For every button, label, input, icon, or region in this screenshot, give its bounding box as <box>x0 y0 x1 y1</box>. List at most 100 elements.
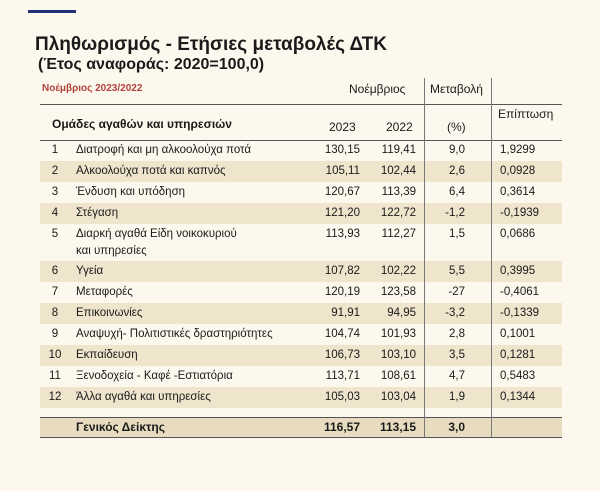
value-2022: 102,22 <box>380 265 416 277</box>
row-name: Εκπαίδευση <box>76 349 138 361</box>
change-percent: 5,5 <box>449 265 465 277</box>
value-2023: 91,91 <box>331 307 360 319</box>
row-name: Διατροφή και μη αλκοολούχα ποτά <box>76 144 252 156</box>
row-name: Διαρκή αγαθά Είδη νοικοκυριού <box>76 228 237 240</box>
row-band <box>40 345 562 366</box>
impact-value: 1,9299 <box>500 144 536 156</box>
row-band <box>40 303 562 324</box>
row-name: Ένδυση και υπόδηση <box>76 186 186 198</box>
value-2022: 103,04 <box>380 391 416 403</box>
row-band <box>40 161 562 182</box>
row-number: 8 <box>51 307 59 319</box>
header-year-2022: 2022 <box>386 120 413 134</box>
change-percent: -3,2 <box>445 307 465 319</box>
row-name: Στέγαση <box>76 207 119 219</box>
value-2023: 130,15 <box>324 144 360 156</box>
total-band <box>40 417 562 437</box>
change-percent: 6,4 <box>449 186 465 198</box>
change-percent: 2,8 <box>449 328 465 340</box>
change-percent: -1,2 <box>445 207 465 219</box>
row-name: Άλλα αγαθά και υπηρεσίες <box>76 391 211 403</box>
row-band <box>40 387 562 408</box>
impact-value: 0,5483 <box>500 370 536 382</box>
row-name: Επικοινωνίες <box>76 307 143 319</box>
value-2022: 103,10 <box>380 349 416 361</box>
value-2023: 121,20 <box>324 207 360 219</box>
page-title: Πληθωρισμός - Ετήσιες μεταβολές ΔΤΚ <box>35 34 387 55</box>
impact-value: 0,0928 <box>500 165 536 177</box>
value-2022: 112,27 <box>381 228 416 240</box>
value-2023: 120,67 <box>324 186 360 198</box>
header-bottom-line <box>40 140 562 141</box>
row-number: 12 <box>48 391 62 403</box>
accent-bar <box>28 10 76 13</box>
row-name-line2: και υπηρεσίες <box>76 245 147 257</box>
period-label: Νοέμβριος 2023/2022 <box>42 83 143 94</box>
total-change: 3,0 <box>448 420 465 434</box>
row-number: 5 <box>51 228 59 240</box>
row-number: 9 <box>51 328 59 340</box>
impact-value: 0,3995 <box>500 265 536 277</box>
row-band <box>40 203 562 224</box>
change-percent: 1,5 <box>449 228 465 240</box>
page-subtitle: (Έτος αναφοράς: 2020=100,0) <box>38 56 265 73</box>
row-name: Αναψυχή- Πολιτιστικές δραστηριότητες <box>76 328 273 340</box>
impact-value: 0,1001 <box>500 328 536 340</box>
header-impact: Επίπτωση <box>498 107 554 121</box>
row-name: Αλκοολούχα ποτά και καπνός <box>76 165 226 177</box>
change-percent: 3,5 <box>449 349 465 361</box>
value-2022: 94,95 <box>387 307 416 319</box>
header-percent: (%) <box>447 120 466 134</box>
value-2022: 108,61 <box>380 370 416 382</box>
change-percent: 4,7 <box>449 370 465 382</box>
value-2023: 104,74 <box>324 328 360 340</box>
row-name: Ξενοδοχεία - Καφέ -Εστιατόρια <box>76 370 233 382</box>
divider-impact <box>491 78 492 437</box>
header-groups: Ομάδες αγαθών και υπηρεσιών <box>52 117 232 131</box>
impact-value: 0,1344 <box>500 391 536 403</box>
total-name: Γενικός Δείκτης <box>76 420 165 434</box>
value-2022: 122,72 <box>380 207 416 219</box>
total-line-bottom <box>40 437 562 438</box>
total-2022: 113,15 <box>379 420 416 434</box>
row-band <box>40 261 562 282</box>
row-number: 11 <box>49 370 61 382</box>
value-2022: 119,41 <box>381 144 416 156</box>
value-2022: 113,39 <box>381 186 416 198</box>
value-2023: 113,93 <box>325 228 360 240</box>
row-number: 4 <box>51 207 59 219</box>
change-percent: 2,6 <box>449 165 465 177</box>
divider-change <box>424 78 425 437</box>
change-percent: 9,0 <box>449 144 465 156</box>
value-2023: 107,82 <box>324 265 360 277</box>
header-change: Μεταβολή <box>430 82 483 96</box>
value-2023: 113,71 <box>325 370 360 382</box>
impact-value: -0,1339 <box>500 307 540 319</box>
impact-value: -0,4061 <box>500 286 540 298</box>
change-percent: 1,9 <box>449 391 465 403</box>
row-number: 10 <box>48 349 62 361</box>
total-2023: 116,57 <box>323 420 360 434</box>
row-number: 1 <box>51 144 59 156</box>
total-line-top <box>40 417 562 418</box>
change-percent: -27 <box>448 286 465 298</box>
value-2023: 105,03 <box>324 391 360 403</box>
value-2023: 105,11 <box>325 165 360 177</box>
impact-value: 0,3614 <box>500 186 536 198</box>
value-2023: 120,19 <box>324 286 360 298</box>
value-2023: 106,73 <box>324 349 360 361</box>
impact-value: 0,0686 <box>500 228 536 240</box>
row-number: 6 <box>51 265 59 277</box>
value-2022: 102,44 <box>380 165 416 177</box>
row-number: 3 <box>51 186 59 198</box>
impact-value: 0,1281 <box>500 349 536 361</box>
impact-value: -0,1939 <box>500 207 540 219</box>
row-name: Υγεία <box>76 265 104 277</box>
value-2022: 123,58 <box>380 286 416 298</box>
value-2022: 101,93 <box>380 328 416 340</box>
header-top-line <box>40 104 562 105</box>
row-number: 2 <box>51 165 59 177</box>
row-number: 7 <box>51 286 59 298</box>
row-name: Μεταφορές <box>76 286 133 298</box>
header-year-2023: 2023 <box>329 120 356 134</box>
